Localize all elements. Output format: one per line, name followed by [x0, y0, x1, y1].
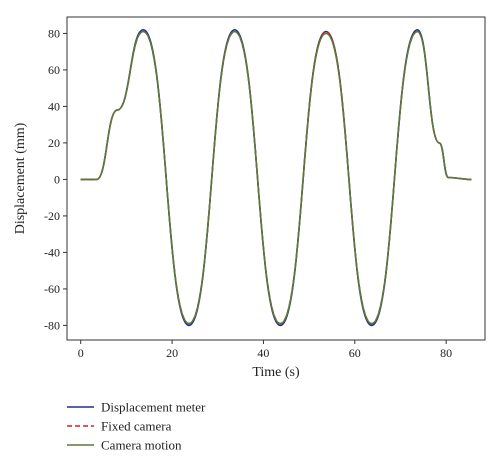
- y-tick-label: 80: [48, 26, 60, 40]
- y-axis-label: Displacement (mm): [13, 122, 28, 234]
- plot-area: [80, 28, 472, 327]
- legend: Displacement meter Fixed camera Camera mot…: [67, 400, 206, 453]
- legend-label: Camera motion: [101, 438, 182, 453]
- x-tick-label: 0: [78, 346, 84, 360]
- y-tick-label: 40: [48, 99, 60, 113]
- y-tick-label: -80: [44, 318, 60, 332]
- x-tick-label: 40: [257, 346, 269, 360]
- y-tick-label: 60: [48, 63, 60, 77]
- legend-label: Displacement meter: [101, 400, 206, 415]
- series-displacement-meter: [80, 28, 472, 327]
- ticks: 0 20 40 60 80 -80 -60 -40 -20 0 20 40 60 80: [44, 26, 452, 360]
- x-tick-label: 20: [166, 346, 178, 360]
- axes: [66, 16, 486, 341]
- legend-label: Fixed camera: [101, 419, 172, 434]
- y-tick-label: -60: [44, 282, 60, 296]
- y-tick-label: -40: [44, 245, 60, 259]
- x-tick-label: 60: [349, 346, 361, 360]
- plot-frame: [66, 16, 486, 341]
- x-tick-label: 80: [440, 346, 452, 360]
- series-camera-motion: [80, 30, 472, 325]
- y-tick-label: 0: [54, 172, 60, 186]
- series-fixed-camera: [80, 30, 472, 325]
- y-tick-label: 20: [48, 136, 60, 150]
- y-tick-label: -20: [44, 209, 60, 223]
- x-axis-label: Time (s): [252, 365, 300, 380]
